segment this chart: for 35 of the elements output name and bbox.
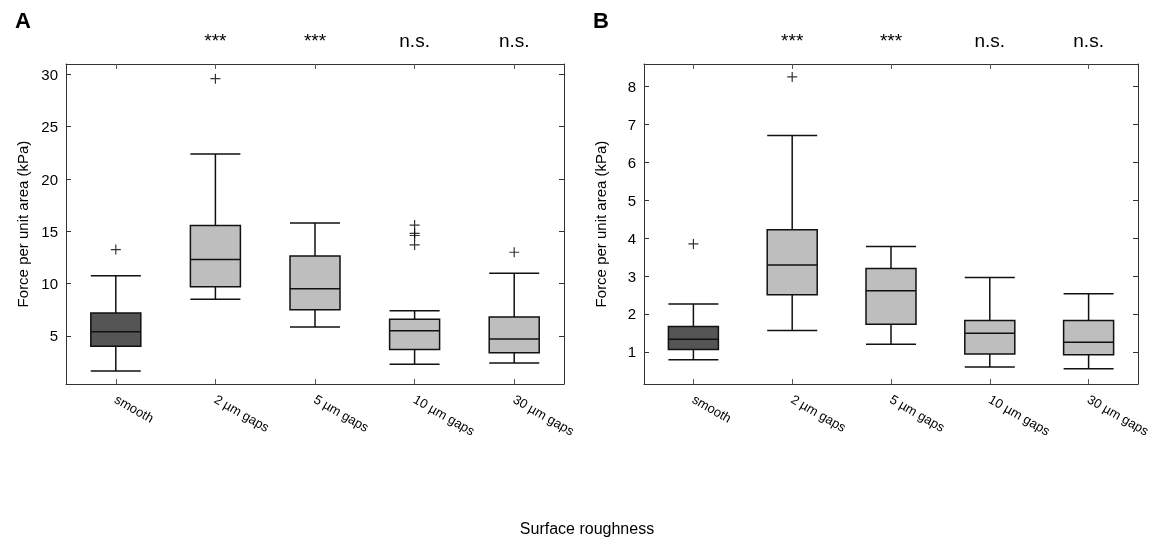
y-axis-title: Force per unit area (kPa): [14, 140, 31, 308]
x-tick-label: 30 µm gaps: [510, 391, 578, 439]
y-tick-label: 10: [41, 275, 58, 293]
x-tick-label: 2 µm gaps: [211, 391, 273, 436]
annotation: n.s.: [974, 29, 1006, 51]
y-tick-label: 6: [627, 153, 636, 171]
x-tick-label: 5 µm gaps: [887, 391, 948, 436]
x-tick-label: 30 µm gaps: [1084, 391, 1152, 439]
y-tick-label: 7: [627, 116, 636, 134]
y-tick-label: 3: [627, 267, 636, 285]
x-tick-label: 10 µm gaps: [986, 391, 1053, 439]
chart-title: A: [15, 7, 31, 33]
y-tick-label: 2: [627, 305, 636, 323]
x-tick-label: 10 µm gaps: [410, 391, 478, 439]
y-tick-label: 30: [41, 65, 58, 83]
annotation: n.s.: [498, 29, 530, 51]
annotation: ***: [303, 29, 327, 51]
y-axis-title: Force per unit area (kPa): [592, 140, 609, 308]
chart-title: B: [593, 7, 609, 33]
annotation: ***: [879, 29, 903, 51]
y-tick-label: 1: [627, 343, 636, 361]
x-axis-title: Surface roughness: [518, 520, 656, 538]
y-tick-label: 5: [627, 191, 636, 209]
annotation: ***: [781, 29, 804, 51]
y-tick-label: 20: [41, 170, 58, 188]
y-tick-label: 4: [627, 229, 636, 247]
annotation: ***: [204, 29, 228, 51]
annotation: n.s.: [399, 29, 430, 51]
x-tick-label: 5 µm gaps: [311, 391, 372, 436]
y-tick-label: 8: [627, 78, 636, 96]
annotation: n.s.: [1073, 29, 1104, 51]
x-tick-label: 2 µm gaps: [788, 391, 850, 436]
y-tick-label: 25: [41, 118, 58, 136]
y-tick-label: 15: [41, 222, 58, 240]
y-tick-label: 5: [49, 327, 58, 345]
